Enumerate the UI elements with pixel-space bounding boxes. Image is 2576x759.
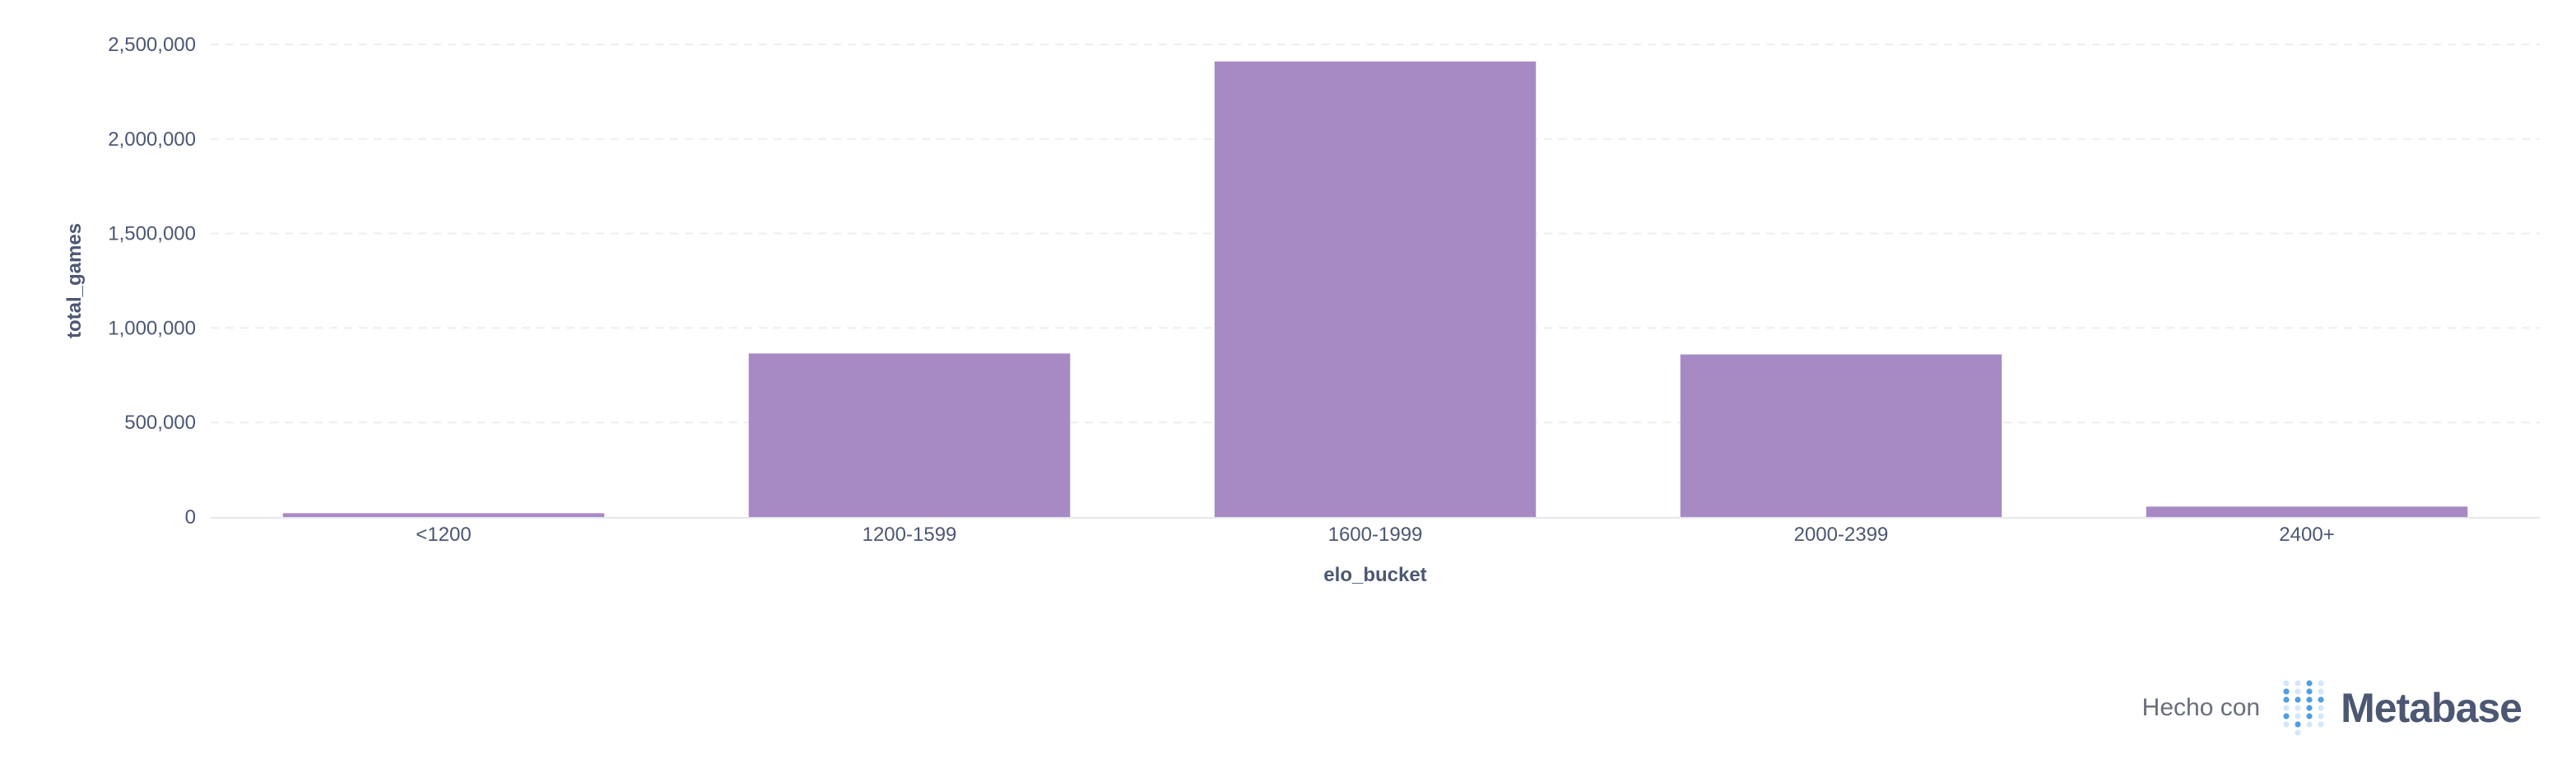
made-with-label: Hecho con xyxy=(2141,694,2261,721)
logo-dot xyxy=(2295,688,2301,695)
logo-dot xyxy=(2318,713,2324,719)
logo-dot xyxy=(2318,705,2324,711)
bar[interactable] xyxy=(748,353,1071,517)
logo-dot xyxy=(2283,713,2290,719)
logo-dot xyxy=(2318,680,2324,687)
bar[interactable] xyxy=(1214,61,1537,517)
y-tick-label: 2,500,000 xyxy=(108,34,196,56)
bar-chart: 0 500,000 1,000,000 1,500,000 2,000,000 2,500… xyxy=(63,34,2540,586)
bar[interactable] xyxy=(1680,354,2002,517)
x-tick-label: 1600-1999 xyxy=(1328,524,1423,546)
logo-dot xyxy=(2306,705,2313,711)
logo-dot xyxy=(2283,721,2290,728)
y-tick-label: 1,500,000 xyxy=(108,223,196,245)
x-axis-ticks: <1200 1200-1599 1600-1999 2000-2399 2400+ xyxy=(416,524,2334,546)
logo-dot xyxy=(2318,688,2324,695)
y-axis-title: total_games xyxy=(63,223,86,338)
y-tick-label: 2,000,000 xyxy=(108,128,196,151)
metabase-logo-icon xyxy=(2283,680,2324,736)
x-tick-label: 2000-2399 xyxy=(1794,524,1889,546)
logo-dot xyxy=(2306,688,2313,695)
x-tick-label: 1200-1599 xyxy=(863,524,957,546)
logo-dot xyxy=(2295,705,2301,711)
logo-dot xyxy=(2318,696,2324,703)
logo-dot xyxy=(2283,705,2290,711)
bar[interactable] xyxy=(2146,506,2468,517)
logo-dot xyxy=(2295,680,2301,687)
y-tick-label: 500,000 xyxy=(124,412,196,434)
footer-branding[interactable]: Hecho con Metabase xyxy=(2141,675,2523,741)
logo-dot xyxy=(2283,680,2290,687)
x-tick-label: <1200 xyxy=(416,524,471,546)
metabase-wordmark: Metabase xyxy=(2341,685,2523,731)
y-tick-label: 0 xyxy=(185,506,196,529)
logo-dot xyxy=(2318,721,2324,728)
logo-dot xyxy=(2295,696,2301,703)
gridlines xyxy=(211,44,2540,424)
bar[interactable] xyxy=(282,513,605,517)
logo-dot xyxy=(2306,696,2313,703)
logo-dot xyxy=(2295,721,2301,728)
logo-dot xyxy=(2306,721,2313,728)
logo-dot xyxy=(2306,713,2313,719)
logo-dot xyxy=(2295,729,2301,736)
y-axis-ticks: 0 500,000 1,000,000 1,500,000 2,000,000 2,500… xyxy=(108,34,196,529)
logo-dot xyxy=(2283,688,2290,695)
bars xyxy=(282,61,2468,517)
x-axis-title: elo_bucket xyxy=(1323,564,1426,586)
logo-dot xyxy=(2283,696,2290,703)
logo-dot xyxy=(2306,680,2313,687)
logo-dot xyxy=(2295,713,2301,719)
y-tick-label: 1,000,000 xyxy=(108,317,196,339)
x-tick-label: 2400+ xyxy=(2279,524,2334,546)
